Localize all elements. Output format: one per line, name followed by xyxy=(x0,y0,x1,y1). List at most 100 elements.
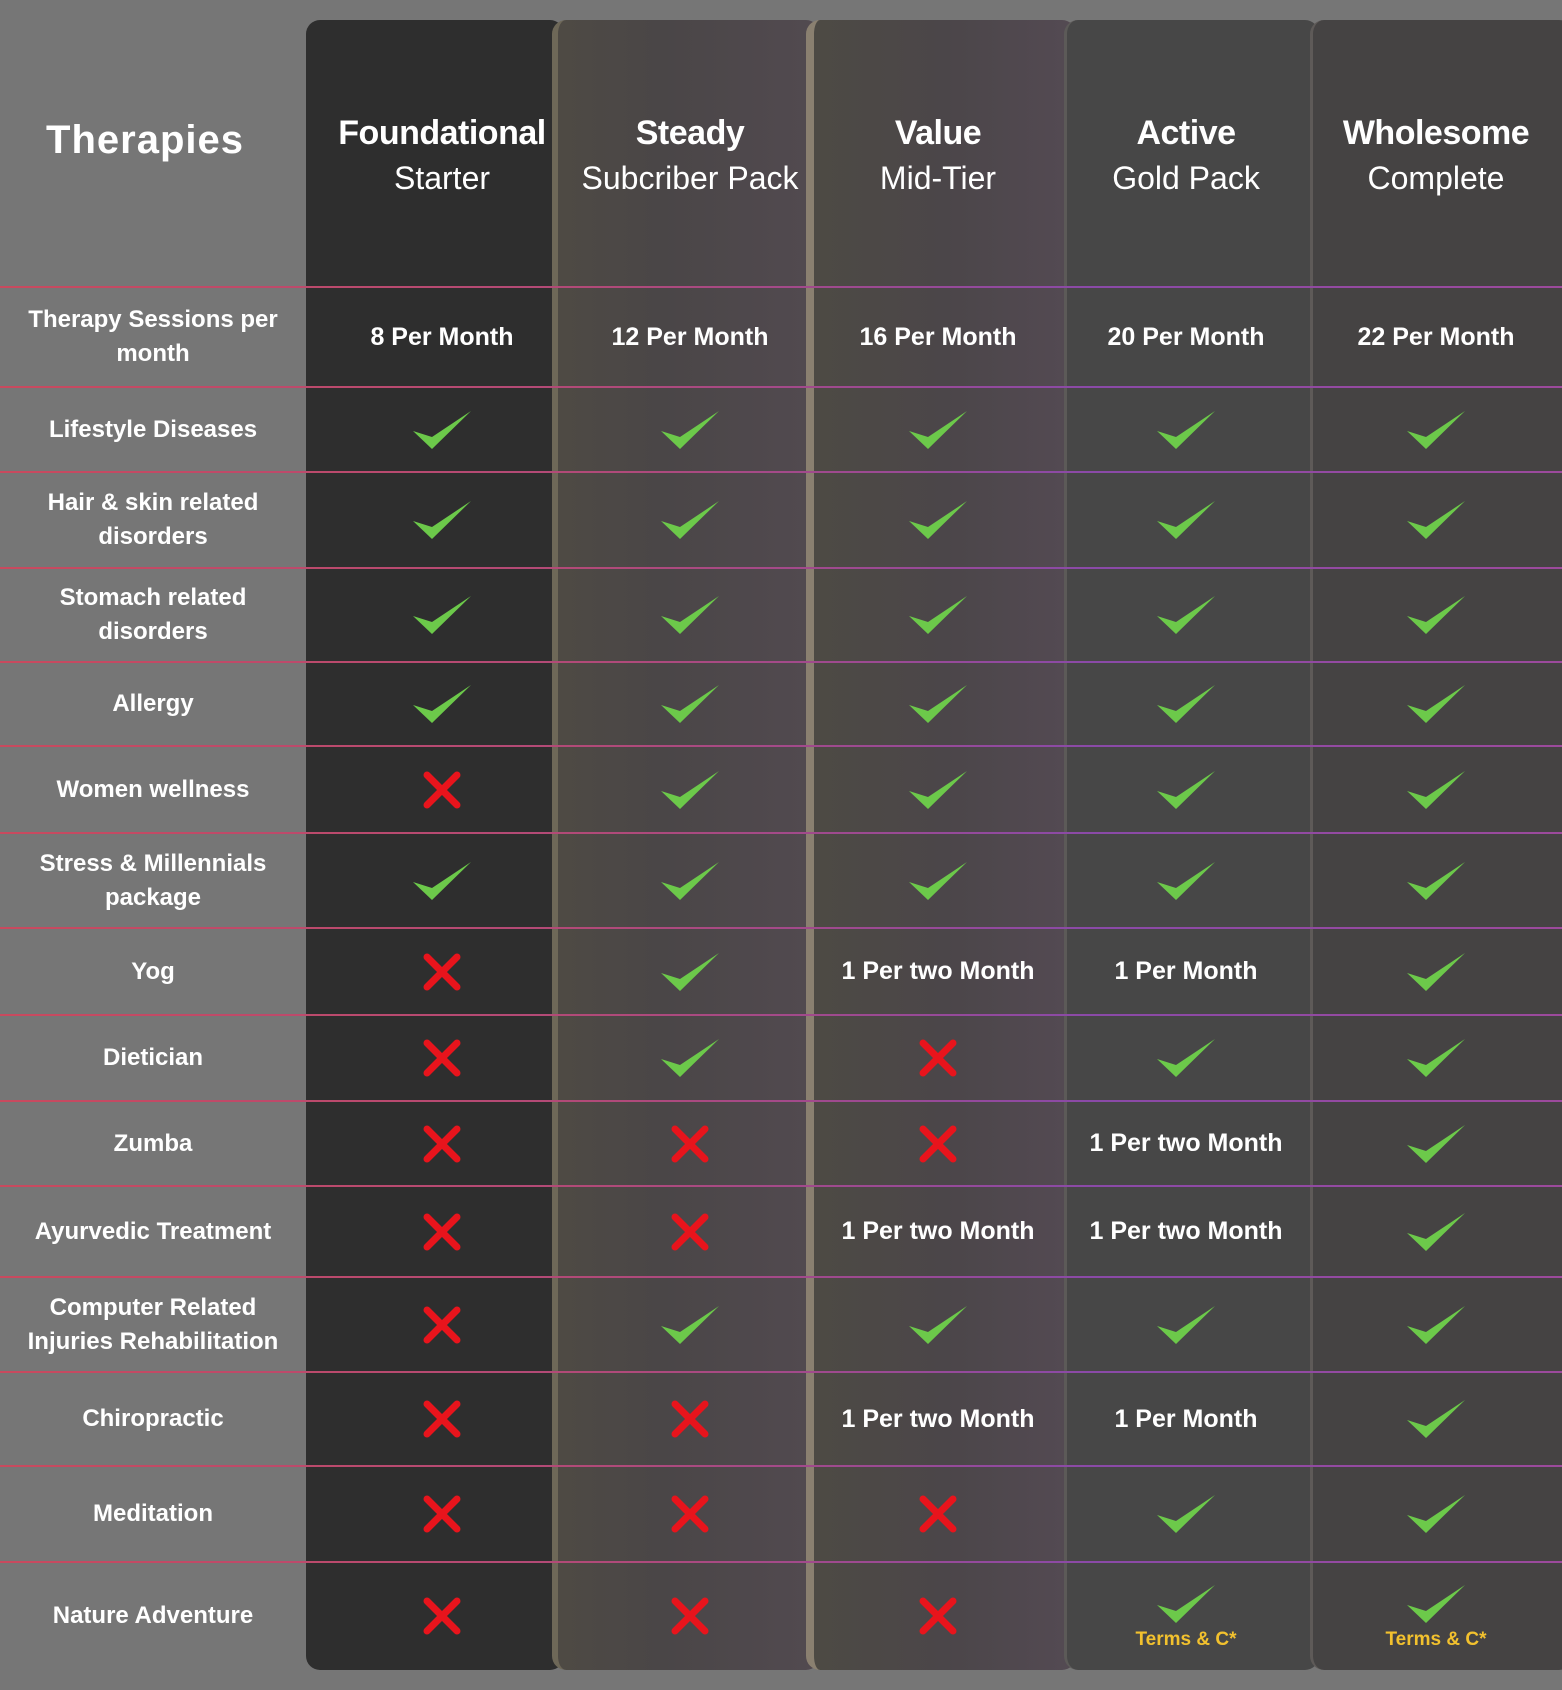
check-icon xyxy=(1311,1186,1561,1277)
check-icon xyxy=(1311,833,1561,928)
column-steady-bg xyxy=(552,20,820,1670)
row-label: Hair & skin related disorders xyxy=(47,489,259,550)
terms-note: Terms & C* xyxy=(1385,1629,1487,1650)
check-icon xyxy=(1061,1015,1311,1101)
plan-header-steady: Steady Subcriber Pack xyxy=(550,110,830,200)
plan-name: Value xyxy=(894,114,982,152)
plan-tier: Gold Pack xyxy=(1112,160,1260,196)
check-icon xyxy=(317,387,567,472)
row-divider xyxy=(0,1561,1562,1563)
check-icon xyxy=(565,662,815,746)
plan-name: Foundational xyxy=(338,114,546,152)
cell-text: 1 Per two Month xyxy=(841,1404,1035,1433)
row-label: Dietician xyxy=(102,1044,204,1071)
check-icon xyxy=(1311,568,1561,662)
cross-icon xyxy=(565,1101,815,1186)
check-icon xyxy=(565,833,815,928)
cell-value: 12 Per Month xyxy=(565,287,815,387)
check-icon xyxy=(1311,746,1561,833)
cell-text: 12 Per Month xyxy=(611,322,769,351)
cell-text: 20 Per Month xyxy=(1107,322,1265,351)
plan-tier: Complete xyxy=(1367,160,1505,196)
check-icon xyxy=(565,387,815,472)
cross-icon xyxy=(565,1186,815,1277)
row-label: Ayurvedic Treatment xyxy=(34,1217,272,1245)
row-divider xyxy=(0,1276,1562,1278)
check-icon xyxy=(813,833,1063,928)
terms-note: Terms & C* xyxy=(1135,1629,1237,1650)
check-icon xyxy=(317,472,567,568)
cell-value: 1 Per two Month xyxy=(1061,1186,1311,1277)
cross-icon xyxy=(317,1372,567,1466)
check-icon xyxy=(813,662,1063,746)
row-divider xyxy=(0,1100,1562,1102)
cell-value: 1 Per two Month xyxy=(1061,1101,1311,1186)
cell-value: 1 Per two Month xyxy=(813,1372,1063,1466)
table-title: Therapies xyxy=(46,118,244,162)
check-icon xyxy=(565,1015,815,1101)
cross-icon xyxy=(813,1562,1063,1670)
column-foundational-bg xyxy=(306,20,564,1670)
check-icon xyxy=(565,928,815,1015)
cell-value: 1 Per Month xyxy=(1061,928,1311,1015)
row-divider xyxy=(0,567,1562,569)
column-wholesome-bg xyxy=(1310,20,1562,1670)
cross-icon xyxy=(317,1101,567,1186)
check-icon xyxy=(1061,472,1311,568)
check-icon xyxy=(1311,1277,1561,1372)
cross-icon xyxy=(317,1277,567,1372)
check-icon xyxy=(565,472,815,568)
cross-icon xyxy=(565,1562,815,1670)
row-label: Allergy xyxy=(112,690,194,717)
check-icon xyxy=(813,472,1063,568)
row-label: Meditation xyxy=(93,1500,213,1527)
cell-value: 22 Per Month xyxy=(1311,287,1561,387)
cell-value: 16 Per Month xyxy=(813,287,1063,387)
row-divider xyxy=(0,661,1562,663)
check-icon xyxy=(1061,387,1311,472)
check-icon xyxy=(565,1277,815,1372)
cell-text: 1 Per Month xyxy=(1114,1404,1258,1433)
plan-name: Active xyxy=(1136,114,1236,152)
column-value-bg xyxy=(806,20,1076,1670)
plan-header-active: Active Gold Pack xyxy=(1046,110,1326,200)
plan-tier: Subcriber Pack xyxy=(581,160,799,196)
row-label: Lifestyle Diseases xyxy=(48,415,258,443)
check-icon xyxy=(1311,1101,1561,1186)
cell-text: 16 Per Month xyxy=(859,322,1017,351)
check-icon xyxy=(1061,833,1311,928)
check-icon xyxy=(1311,928,1561,1015)
check-icon xyxy=(813,568,1063,662)
plan-name: Wholesome xyxy=(1342,114,1530,152)
check-icon xyxy=(1311,662,1561,746)
plan-header-value: Value Mid-Tier xyxy=(798,110,1078,200)
row-label: Zumba xyxy=(113,1129,193,1157)
plan-name: Steady xyxy=(635,114,745,152)
check-icon: Terms & C* xyxy=(1061,1562,1311,1670)
check-icon xyxy=(1311,1466,1561,1562)
row-divider xyxy=(0,1465,1562,1467)
row-divider xyxy=(0,1371,1562,1373)
cross-icon xyxy=(317,1015,567,1101)
cell-value: 1 Per two Month xyxy=(813,928,1063,1015)
check-icon xyxy=(1061,662,1311,746)
plan-header-wholesome: Wholesome Complete xyxy=(1296,110,1562,200)
cell-text: 1 Per Month xyxy=(1114,957,1258,985)
check-icon xyxy=(813,1277,1063,1372)
check-icon: Terms & C* xyxy=(1311,1562,1561,1670)
cell-value: 8 Per Month xyxy=(317,287,567,387)
row-divider xyxy=(0,927,1562,929)
cell-text: 1 Per two Month xyxy=(841,957,1035,985)
check-icon xyxy=(565,568,815,662)
check-icon xyxy=(565,746,815,833)
check-icon xyxy=(1311,1015,1561,1101)
check-icon xyxy=(1061,746,1311,833)
plan-header-foundational: Foundational Starter xyxy=(302,110,582,200)
check-icon xyxy=(1061,1277,1311,1372)
plan-tier: Mid-Tier xyxy=(879,160,997,196)
cross-icon xyxy=(813,1015,1063,1101)
column-active-bg xyxy=(1064,20,1319,1670)
cell-text: 8 Per Month xyxy=(370,322,514,351)
check-icon xyxy=(317,662,567,746)
row-divider xyxy=(0,832,1562,834)
